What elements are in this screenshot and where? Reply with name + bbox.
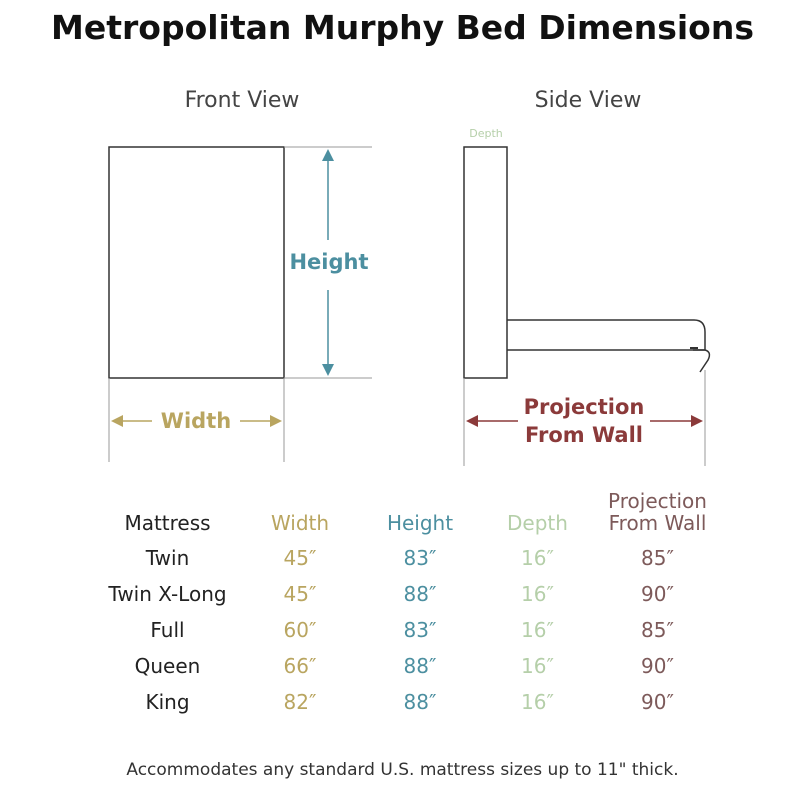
height-cell: 83″ xyxy=(403,546,437,570)
table-row: Queen 66″ 88″ 16″ 90″ xyxy=(95,648,720,684)
side-view-cabinet xyxy=(463,146,508,379)
header-projection-line2: From Wall xyxy=(608,511,707,535)
table-row: King 82″ 88″ 16″ 90″ xyxy=(95,684,720,720)
table-row: Twin X-Long 45″ 88″ 16″ 90″ xyxy=(95,576,720,612)
mattress-cell: Full xyxy=(150,618,185,642)
width-cell: 60″ xyxy=(283,618,317,642)
depth-cell: 16″ xyxy=(521,582,554,606)
projection-cell: 90″ xyxy=(641,690,674,714)
depth-cell: 16″ xyxy=(521,690,554,714)
table-row: Twin 45″ 83″ 16″ 85″ xyxy=(95,540,720,576)
projection-cell: 90″ xyxy=(641,582,674,606)
depth-cell: 16″ xyxy=(521,654,554,678)
dimensions-table: Mattress Width Height Depth Projection F… xyxy=(95,490,720,720)
height-cell: 83″ xyxy=(403,618,437,642)
width-label: Width xyxy=(161,409,231,433)
depth-cell: 16″ xyxy=(521,618,554,642)
header-projection: Projection From Wall xyxy=(595,490,720,540)
side-view-bed-leg xyxy=(693,349,711,373)
mattress-cell: King xyxy=(145,690,190,714)
height-label: Height xyxy=(289,250,368,274)
projection-cell: 85″ xyxy=(641,546,674,570)
projection-label-line1: Projection xyxy=(524,395,645,419)
mattress-cell: Twin X-Long xyxy=(108,582,227,606)
header-mattress: Mattress xyxy=(124,511,211,535)
height-cell: 88″ xyxy=(403,582,437,606)
depth-cell: 16″ xyxy=(521,546,554,570)
side-view-bed-platform xyxy=(507,319,706,351)
projection-label-line2: From Wall xyxy=(525,423,643,447)
width-cell: 66″ xyxy=(283,654,317,678)
header-projection-line1: Projection xyxy=(608,489,707,513)
side-view-label: Side View xyxy=(534,88,642,113)
table-body: Twin 45″ 83″ 16″ 85″ Twin X-Long 45″ 88″ 16″ 90″ F… xyxy=(95,540,720,720)
projection-cell: 90″ xyxy=(641,654,674,678)
height-cell: 88″ xyxy=(403,654,437,678)
mattress-cell: Queen xyxy=(134,654,201,678)
footnote: Accommodates any standard U.S. mattress … xyxy=(126,760,679,780)
header-width: Width xyxy=(270,511,330,535)
table-header-row: Mattress Width Height Depth Projection F… xyxy=(95,490,720,540)
width-cell: 45″ xyxy=(283,582,317,606)
front-view-cabinet xyxy=(108,146,285,379)
width-cell: 45″ xyxy=(283,546,317,570)
projection-cell: 85″ xyxy=(641,618,674,642)
header-depth: Depth xyxy=(507,511,568,535)
height-cell: 88″ xyxy=(403,690,437,714)
header-height: Height xyxy=(386,511,454,535)
mattress-cell: Twin xyxy=(145,546,190,570)
front-view-label: Front View xyxy=(184,88,300,113)
page-title: Metropolitan Murphy Bed Dimensions xyxy=(51,8,754,47)
depth-label: Depth xyxy=(469,127,503,140)
width-cell: 82″ xyxy=(283,690,317,714)
table-row: Full 60″ 83″ 16″ 85″ xyxy=(95,612,720,648)
